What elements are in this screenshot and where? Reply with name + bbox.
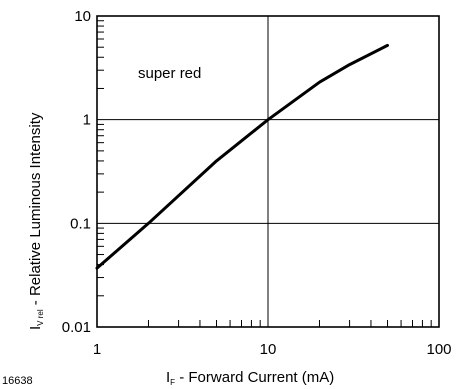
grid	[97, 16, 439, 327]
tick-labels: 1 10 100 0.01 0.1 1 10	[62, 8, 452, 358]
y-axis-label-subscript: V rel	[36, 309, 45, 326]
x-tick-label: 1	[93, 341, 101, 358]
x-axis-label: IF - Forward Current (mA)	[166, 369, 334, 387]
minor-ticks	[97, 20, 432, 327]
y-tick-label: 0.1	[70, 215, 91, 232]
x-tick-label: 100	[426, 341, 451, 358]
y-axis-label-symbol: I	[27, 326, 44, 330]
figure-id: 16638	[2, 375, 33, 387]
annotation-label: super red	[138, 65, 201, 82]
x-axis-label-text: - Forward Current (mA)	[175, 369, 334, 386]
series-line	[95, 43, 389, 270]
y-axis-label: IV rel - Relative Luminous Intensity	[27, 112, 45, 330]
series-layer	[95, 43, 389, 270]
y-tick-label: 1	[83, 112, 91, 129]
plot-frame	[96, 15, 440, 328]
y-axis-label-text: - Relative Luminous Intensity	[27, 112, 44, 309]
y-tick-label: 0.01	[62, 319, 91, 336]
x-axis-label-subscript: F	[170, 378, 175, 387]
x-axis-label-symbol: I	[166, 369, 170, 386]
y-tick-label: 10	[74, 8, 91, 25]
x-tick-label: 10	[260, 341, 277, 358]
